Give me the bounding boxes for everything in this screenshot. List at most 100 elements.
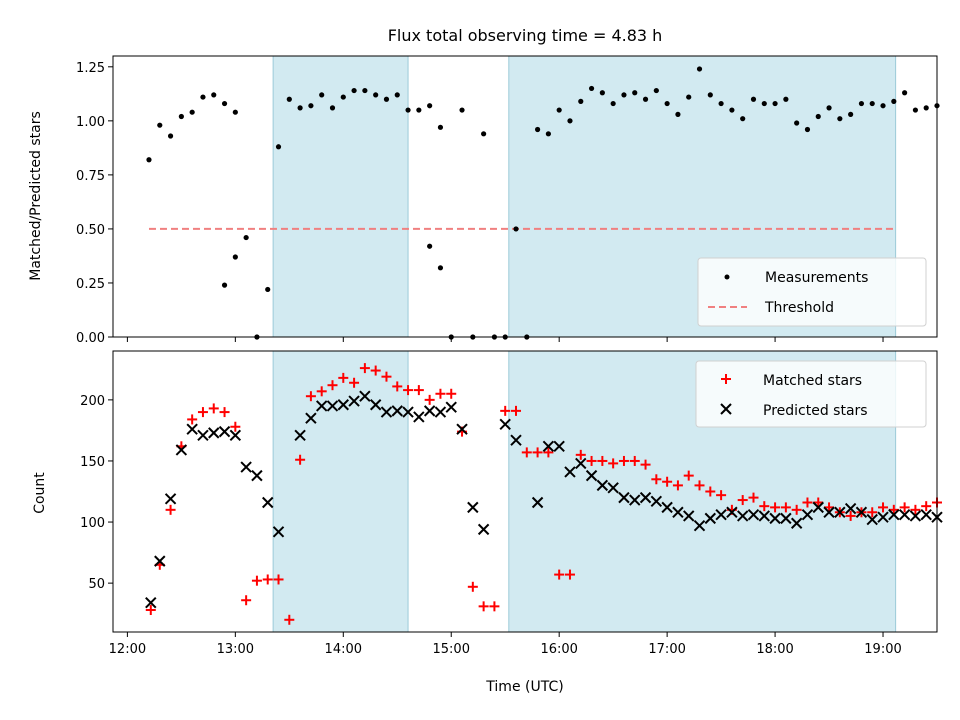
- matched-stars-point: [392, 381, 403, 392]
- y-tick-label: 1.00: [76, 115, 105, 130]
- predicted-stars-point: [747, 509, 760, 521]
- matched-stars-point: [662, 476, 673, 487]
- predicted-stars-point: [683, 510, 695, 522]
- measurement-point: [750, 96, 757, 102]
- top-y-axis-label: Matched/Predicted stars: [28, 111, 44, 281]
- predicted-stars-point: [164, 493, 177, 505]
- predicted-stars-point: [510, 434, 522, 446]
- measurement-point: [599, 90, 605, 96]
- measurement-point: [740, 116, 746, 122]
- predicted-stars-point: [326, 400, 339, 412]
- predicted-stars-point: [769, 512, 781, 525]
- predicted-stars-point: [218, 425, 231, 438]
- matched-stars-point: [424, 394, 435, 405]
- measurement-point: [588, 85, 595, 92]
- y-tick-label: 150: [80, 455, 105, 470]
- matched-stars-point: [878, 502, 889, 513]
- predicted-stars-point: [736, 510, 749, 522]
- predicted-stars-point: [855, 506, 868, 518]
- predicted-stars-point: [823, 506, 835, 518]
- predicted-stars-point: [542, 440, 555, 453]
- matched-stars-point: [716, 490, 727, 501]
- predicted-stars-point: [531, 496, 544, 509]
- predicted-stars-point: [575, 457, 587, 470]
- predicted-stars-point: [229, 429, 242, 442]
- observing-window-shade: [272, 55, 409, 338]
- measurement-point: [556, 107, 562, 113]
- predicted-stars-point: [208, 427, 220, 439]
- predicted-stars-point: [240, 461, 252, 473]
- measurement-point: [394, 92, 400, 98]
- legend-predicted-marker: [720, 403, 732, 415]
- measurement-point: [416, 107, 422, 113]
- predicted-stars-point: [715, 509, 727, 521]
- y-tick-label: 100: [80, 516, 105, 531]
- predicted-stars-point: [315, 400, 328, 412]
- predicted-stars-point: [499, 418, 511, 431]
- y-tick-label: 0.75: [76, 169, 105, 184]
- matched-stars-point: [705, 486, 716, 497]
- matched-stars-point: [759, 501, 770, 512]
- measurement-point: [286, 96, 292, 102]
- predicted-stars-point: [553, 440, 565, 453]
- measurement-point: [362, 87, 368, 94]
- measurement-point: [912, 107, 919, 113]
- measurement-point: [696, 66, 703, 72]
- measurement-point: [513, 226, 519, 232]
- matched-stars-point: [435, 388, 446, 399]
- x-tick-label: 17:00: [648, 642, 685, 657]
- measurement-point: [567, 118, 573, 124]
- measurement-point: [610, 100, 616, 107]
- matched-stars-point: [489, 601, 500, 612]
- predicted-stars-point: [369, 399, 382, 411]
- matched-stars-point: [640, 459, 651, 470]
- measurement-point: [351, 87, 357, 94]
- measurement-point: [826, 105, 832, 111]
- predicted-stars-point: [726, 506, 738, 518]
- matched-stars-point: [532, 447, 543, 458]
- x-tick-label: 19:00: [864, 642, 901, 657]
- predicted-stars-point: [145, 596, 157, 609]
- matched-stars-point: [608, 458, 619, 469]
- x-tick-label: 14:00: [325, 642, 362, 657]
- matched-stars-point: [554, 569, 565, 580]
- measurement-point: [804, 126, 811, 133]
- x-tick-label: 18:00: [756, 642, 793, 657]
- predicted-stars-point: [564, 466, 576, 478]
- matched-stars-point: [208, 403, 219, 414]
- predicted-stars-point: [639, 491, 652, 504]
- measurement-point: [653, 87, 659, 94]
- predicted-stars-point: [197, 429, 209, 442]
- matched-stars-point: [597, 455, 608, 466]
- predicted-stars-point: [477, 523, 490, 536]
- predicted-stars-point: [607, 482, 619, 494]
- predicted-stars-point: [877, 511, 889, 523]
- predicted-stars-point: [650, 495, 663, 507]
- measurement-point: [459, 107, 465, 113]
- matched-stars-point: [284, 614, 295, 625]
- plot-frame: [112, 350, 938, 633]
- measurement-point: [167, 133, 174, 139]
- matched-stars-point: [327, 380, 338, 391]
- measurement-point: [632, 90, 638, 96]
- x-tick-label: 12:00: [109, 642, 146, 657]
- matched-stars-point: [629, 455, 640, 466]
- matched-stars-point: [813, 497, 824, 508]
- predicted-stars-point: [888, 509, 900, 521]
- matched-stars-point: [446, 388, 457, 399]
- measurement-point: [211, 92, 217, 98]
- measurement-point: [837, 116, 843, 122]
- matched-stars-point: [511, 405, 522, 416]
- matched-stars-point: [219, 407, 230, 418]
- predicted-stars-point: [359, 390, 371, 402]
- matched-stars-point: [370, 365, 381, 376]
- predicted-stars-point: [294, 429, 306, 442]
- predicted-stars-point: [380, 406, 393, 418]
- predicted-stars-point: [262, 496, 274, 509]
- legend-matched-marker: [721, 374, 731, 384]
- x-tick-label: 13:00: [217, 642, 254, 657]
- matched-stars-point: [500, 405, 511, 416]
- predicted-stars-point: [585, 469, 598, 482]
- predicted-stars-point: [920, 509, 932, 521]
